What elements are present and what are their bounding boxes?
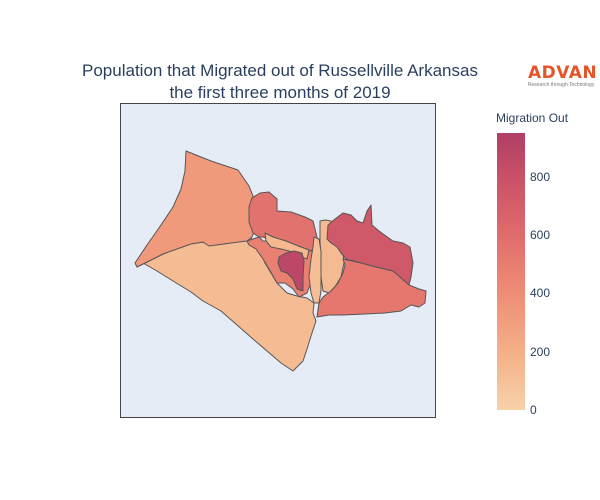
region-east-narrow-area[interactable] xyxy=(308,236,322,304)
title-line-1: Population that Migrated out of Russellv… xyxy=(82,61,478,80)
title-line-2: the first three months of 2019 xyxy=(169,83,391,102)
advan-logo: ADVAN Research through Technology xyxy=(528,63,598,89)
logo-tagline: Research through Technology xyxy=(528,82,595,88)
region-southeast-area[interactable] xyxy=(316,258,427,318)
choropleth-map xyxy=(134,150,427,372)
colorbar-tick-200: 200 xyxy=(530,344,551,359)
map-area[interactable] xyxy=(120,103,436,418)
colorbar xyxy=(497,133,525,410)
colorbar-tick-0: 0 xyxy=(530,403,537,417)
region-northwest-area[interactable] xyxy=(134,150,258,268)
colorbar-tick-800: 800 xyxy=(530,169,551,184)
region-northeast-area[interactable] xyxy=(326,204,414,286)
colorbar-title: Migration Out xyxy=(496,111,569,125)
colorbar-tick-600: 600 xyxy=(530,228,551,243)
region-downtown-core-area[interactable] xyxy=(277,250,305,292)
colorbar-tick-400: 400 xyxy=(530,286,551,301)
chart-title: Population that Migrated out of Russellv… xyxy=(40,60,520,104)
logo-name: ADVAN xyxy=(528,63,598,83)
